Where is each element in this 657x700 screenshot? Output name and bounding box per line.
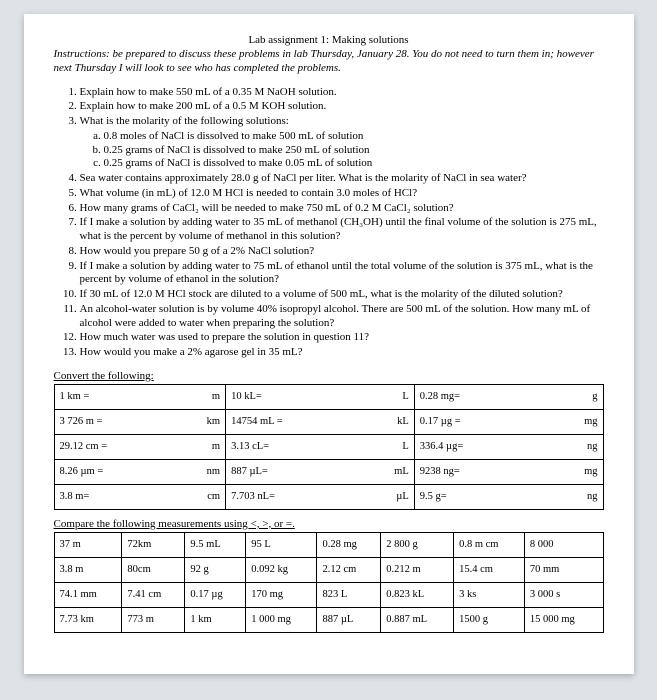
question-item: How would you make a 2% agarose gel in 3…	[80, 346, 604, 360]
lab-title: Lab assignment 1: Making solutions	[54, 34, 604, 46]
convert-cell: 336.4 µg=	[414, 434, 534, 459]
compare-cell: 7.73 km	[54, 607, 122, 632]
question-item: If I make a solution by adding water to …	[80, 216, 604, 244]
unit-cell: ng	[534, 484, 603, 509]
compare-cell: 95 L	[246, 532, 317, 557]
compare-cell: 170 mg	[246, 582, 317, 607]
question-item: Explain how to make 550 mL of a 0.35 M N…	[80, 86, 604, 100]
table-row: 3.8 m=cm7.703 nL=µL9.5 g=ng	[54, 484, 603, 509]
unit-cell: mg	[534, 459, 603, 484]
convert-cell: 3.8 m=	[54, 484, 174, 509]
unit-cell: km	[174, 409, 225, 434]
convert-cell: 887 µL=	[226, 459, 363, 484]
table-row: 3 726 m =km14754 mL =kL0.17 µg =mg	[54, 409, 603, 434]
compare-cell: 0.887 mL	[381, 607, 454, 632]
compare-cell: 0.823 kL	[381, 582, 454, 607]
unit-cell: mg	[534, 409, 603, 434]
document-page: Lab assignment 1: Making solutions Instr…	[24, 14, 634, 674]
compare-cell: 15 000 mg	[524, 607, 603, 632]
compare-cell: 0.17 µg	[185, 582, 246, 607]
convert-cell: 14754 mL =	[226, 409, 363, 434]
question-text: What is the molarity of the following so…	[80, 115, 289, 127]
compare-heading: Compare the following measurements using…	[54, 518, 604, 530]
convert-cell: 8.26 µm =	[54, 459, 174, 484]
unit-cell: g	[534, 384, 603, 409]
convert-table: 1 km =m10 kL=L0.28 mg=g3 726 m =km14754 …	[54, 384, 604, 510]
compare-table: 37 m72km9.5 mL95 L0.28 mg2 800 g0.8 m cm…	[54, 532, 604, 633]
compare-cell: 2.12 cm	[317, 557, 381, 582]
unit-cell: ng	[534, 434, 603, 459]
compare-cell: 72km	[122, 532, 185, 557]
compare-cell: 92 g	[185, 557, 246, 582]
compare-cell: 0.8 m cm	[454, 532, 525, 557]
question-item: Sea water contains approximately 28.0 g …	[80, 172, 604, 186]
question-item: How would you prepare 50 g of a 2% NaCl …	[80, 245, 604, 259]
unit-cell: m	[174, 434, 225, 459]
table-row: 37 m72km9.5 mL95 L0.28 mg2 800 g0.8 m cm…	[54, 532, 603, 557]
question-item: If 30 mL of 12.0 M HCl stock are diluted…	[80, 288, 604, 302]
compare-cell: 1 km	[185, 607, 246, 632]
sub-question-list: 0.8 moles of NaCl is dissolved to make 5…	[80, 130, 604, 171]
sub-question-item: 0.8 moles of NaCl is dissolved to make 5…	[104, 130, 604, 144]
compare-cell: 7.41 cm	[122, 582, 185, 607]
compare-cell: 1 000 mg	[246, 607, 317, 632]
compare-cell: 773 m	[122, 607, 185, 632]
compare-cell: 9.5 mL	[185, 532, 246, 557]
convert-cell: 7.703 nL=	[226, 484, 363, 509]
compare-cell: 74.1 mm	[54, 582, 122, 607]
convert-cell: 9.5 g=	[414, 484, 534, 509]
compare-cell: 0.212 m	[381, 557, 454, 582]
unit-cell: mL	[363, 459, 414, 484]
compare-cell: 0.092 kg	[246, 557, 317, 582]
question-item: What volume (in mL) of 12.0 M HCl is nee…	[80, 187, 604, 201]
table-row: 1 km =m10 kL=L0.28 mg=g	[54, 384, 603, 409]
question-item: How much water was used to prepare the s…	[80, 331, 604, 345]
unit-cell: L	[363, 384, 414, 409]
question-item: How many grams of CaCl₂ will be needed t…	[80, 202, 604, 216]
table-row: 74.1 mm7.41 cm0.17 µg170 mg823 L0.823 kL…	[54, 582, 603, 607]
table-row: 8.26 µm =nm887 µL=mL9238 ng=mg	[54, 459, 603, 484]
compare-cell: 823 L	[317, 582, 381, 607]
unit-cell: nm	[174, 459, 225, 484]
unit-cell: L	[363, 434, 414, 459]
unit-cell: m	[174, 384, 225, 409]
sub-question-item: 0.25 grams of NaCl is dissolved to make …	[104, 157, 604, 171]
convert-heading: Convert the following:	[54, 370, 604, 382]
unit-cell: cm	[174, 484, 225, 509]
compare-cell: 80cm	[122, 557, 185, 582]
compare-cell: 887 µL	[317, 607, 381, 632]
convert-cell: 1 km =	[54, 384, 174, 409]
convert-cell: 9238 ng=	[414, 459, 534, 484]
question-item: What is the molarity of the following so…	[80, 115, 604, 171]
question-list: Explain how to make 550 mL of a 0.35 M N…	[54, 86, 604, 360]
convert-cell: 3.13 cL=	[226, 434, 363, 459]
compare-cell: 3 ks	[454, 582, 525, 607]
unit-cell: µL	[363, 484, 414, 509]
compare-cell: 0.28 mg	[317, 532, 381, 557]
compare-cell: 8 000	[524, 532, 603, 557]
sub-question-item: 0.25 grams of NaCl is dissolved to make …	[104, 144, 604, 158]
compare-cell: 3 000 s	[524, 582, 603, 607]
convert-cell: 3 726 m =	[54, 409, 174, 434]
compare-cell: 37 m	[54, 532, 122, 557]
compare-cell: 2 800 g	[381, 532, 454, 557]
question-item: If I make a solution by adding water to …	[80, 260, 604, 288]
convert-cell: 29.12 cm =	[54, 434, 174, 459]
unit-cell: kL	[363, 409, 414, 434]
table-row: 3.8 m80cm92 g0.092 kg2.12 cm0.212 m15.4 …	[54, 557, 603, 582]
question-item: Explain how to make 200 mL of a 0.5 M KO…	[80, 100, 604, 114]
compare-cell: 70 mm	[524, 557, 603, 582]
compare-cell: 1500 g	[454, 607, 525, 632]
instructions-text: Instructions: be prepared to discuss the…	[54, 48, 604, 76]
question-item: An alcohol-water solution is by volume 4…	[80, 303, 604, 331]
compare-cell: 15.4 cm	[454, 557, 525, 582]
table-row: 29.12 cm =m3.13 cL=L336.4 µg=ng	[54, 434, 603, 459]
compare-cell: 3.8 m	[54, 557, 122, 582]
convert-cell: 10 kL=	[226, 384, 363, 409]
convert-cell: 0.28 mg=	[414, 384, 534, 409]
convert-cell: 0.17 µg =	[414, 409, 534, 434]
table-row: 7.73 km773 m1 km1 000 mg887 µL0.887 mL15…	[54, 607, 603, 632]
